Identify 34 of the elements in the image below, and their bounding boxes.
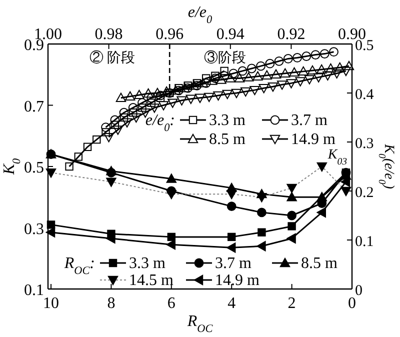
y-tick-label: 0.3: [24, 220, 44, 238]
legend-label: 8.5 m: [301, 255, 338, 272]
x-tick-label: 2: [288, 295, 296, 312]
legend-label: 14.9 m: [291, 131, 336, 148]
y-tick-label: 0.1: [355, 234, 374, 250]
legend-label: 8.5 m: [209, 131, 246, 148]
x-axis-title: e/e$_{0}$: [188, 4, 213, 26]
legend-label: 3.7 m: [291, 112, 328, 129]
y-tick-label: 0.1: [24, 282, 44, 299]
legend-label: 3.3 m: [209, 112, 246, 129]
y-tick-label: 0.4: [355, 87, 374, 103]
annotation: K$_{03}$: [326, 148, 348, 167]
x-tick-label: 0.96: [156, 26, 184, 43]
x-tick-label: 0.92: [277, 26, 306, 43]
legend-label: 3.7 m: [215, 255, 252, 272]
x-axis-title: R$_{OC}$: [186, 313, 214, 335]
x-tick-label: 8: [107, 295, 116, 312]
legend-label: 14.9 m: [215, 272, 260, 289]
annotation: ③阶段: [204, 50, 246, 66]
y-tick-label: 0.7: [24, 98, 44, 116]
x-tick-label: 0.98: [94, 26, 123, 43]
y-tick-label: 0.5: [24, 160, 44, 176]
annotation: ② 阶段: [89, 50, 135, 66]
y-tick-label: 0.3: [355, 136, 374, 152]
x-tick-label: 6: [167, 295, 176, 312]
x-tick-label: 0.94: [216, 26, 244, 43]
legend-title: e/e$_{0}$:: [145, 112, 175, 134]
x-tick-label: 10: [43, 295, 60, 312]
legend-label: 3.3 m: [129, 255, 166, 272]
legend-title: R$_{OC}$:: [63, 255, 95, 277]
x-tick-label: 4: [228, 295, 236, 312]
y-tick-label: 0.2: [355, 185, 374, 201]
legend-label: 14.5 m: [129, 272, 174, 289]
y-tick-label: 0: [355, 283, 362, 299]
